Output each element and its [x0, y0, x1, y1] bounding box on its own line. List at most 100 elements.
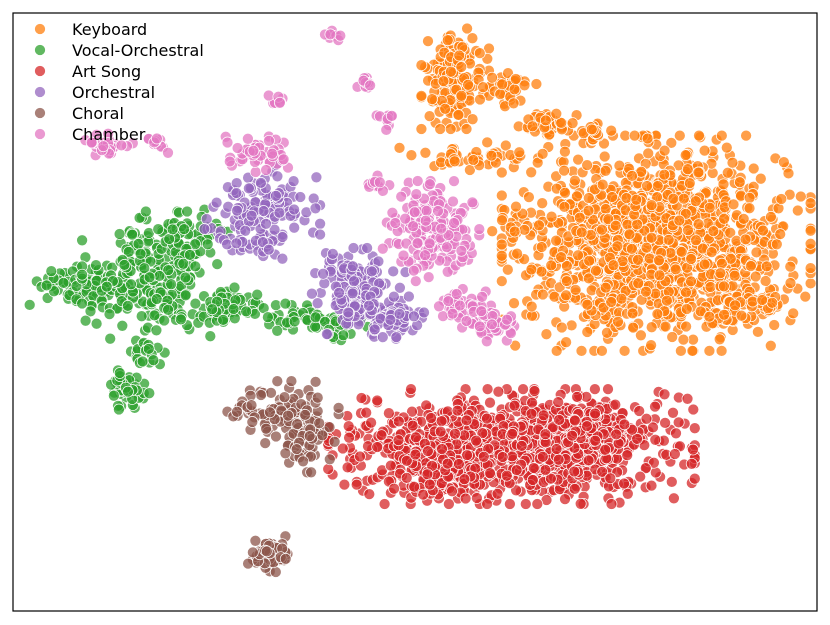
- point-keyboard: [525, 263, 538, 276]
- point-chamber: [424, 178, 436, 191]
- point-chamber: [447, 195, 459, 208]
- point-keyboard: [536, 148, 549, 160]
- point-choral: [278, 391, 291, 404]
- point-art-song: [649, 466, 662, 479]
- point-chamber: [385, 110, 398, 122]
- point-keyboard: [727, 198, 740, 211]
- point-chamber: [455, 244, 468, 257]
- point-orchestral: [326, 248, 339, 260]
- point-vocal-orchestral: [179, 289, 192, 302]
- point-keyboard: [746, 295, 759, 308]
- point-keyboard: [526, 120, 539, 133]
- point-keyboard: [419, 146, 432, 159]
- point-chamber: [419, 249, 431, 262]
- point-keyboard: [673, 129, 686, 142]
- legend-label-vocal-orchestral: Vocal-Orchestral: [72, 41, 204, 60]
- point-art-song: [371, 441, 384, 453]
- point-chamber: [410, 188, 423, 201]
- point-chamber: [408, 206, 421, 218]
- point-orchestral: [333, 286, 345, 299]
- point-art-song: [659, 417, 671, 429]
- point-choral: [311, 391, 324, 404]
- point-keyboard: [645, 321, 658, 334]
- point-orchestral: [294, 191, 307, 203]
- point-keyboard: [585, 284, 598, 297]
- point-orchestral: [363, 299, 375, 312]
- point-keyboard: [724, 252, 737, 265]
- point-chamber: [277, 153, 290, 166]
- point-orchestral: [257, 205, 270, 217]
- point-keyboard: [615, 292, 628, 305]
- point-chamber: [395, 190, 408, 203]
- point-art-song: [649, 400, 661, 413]
- point-keyboard: [596, 178, 609, 191]
- point-keyboard: [461, 22, 473, 35]
- point-keyboard: [698, 258, 711, 271]
- point-keyboard: [496, 214, 508, 227]
- point-vocal-orchestral: [108, 389, 120, 402]
- point-chamber: [446, 307, 459, 320]
- point-art-song: [350, 478, 363, 491]
- point-art-song: [589, 434, 602, 447]
- point-vocal-orchestral: [142, 343, 155, 355]
- point-keyboard: [572, 153, 584, 166]
- legend-item-vocal-orchestral: Vocal-Orchestral: [34, 41, 204, 60]
- point-orchestral: [307, 192, 320, 205]
- point-keyboard: [718, 280, 730, 293]
- point-keyboard: [560, 336, 572, 349]
- point-art-song: [525, 407, 538, 420]
- point-orchestral: [390, 331, 403, 343]
- point-keyboard: [784, 260, 797, 273]
- point-keyboard: [715, 129, 728, 142]
- point-choral: [249, 534, 262, 547]
- point-art-song: [405, 383, 417, 395]
- point-keyboard: [757, 224, 769, 237]
- point-art-song: [621, 487, 634, 500]
- point-art-song: [342, 420, 355, 433]
- point-vocal-orchestral: [178, 223, 190, 235]
- point-art-song: [491, 487, 504, 500]
- point-chamber: [409, 275, 422, 287]
- point-art-song: [471, 492, 483, 504]
- point-keyboard: [434, 123, 447, 135]
- legend-marker-art-song: [34, 65, 46, 77]
- point-orchestral: [321, 328, 333, 340]
- point-art-song: [365, 416, 377, 429]
- point-orchestral: [393, 307, 406, 320]
- point-chamber: [407, 220, 419, 233]
- point-keyboard: [661, 294, 673, 307]
- point-keyboard: [536, 197, 549, 210]
- point-keyboard: [623, 228, 636, 241]
- point-keyboard: [716, 257, 728, 270]
- point-choral: [305, 466, 317, 479]
- point-chamber: [486, 318, 498, 331]
- legend-marker-chamber: [34, 128, 46, 140]
- point-keyboard: [735, 309, 748, 322]
- point-art-song: [571, 391, 583, 403]
- point-art-song: [589, 407, 601, 420]
- point-art-song: [506, 428, 519, 440]
- point-keyboard: [794, 190, 807, 203]
- point-keyboard: [714, 267, 727, 280]
- point-keyboard: [640, 241, 653, 254]
- point-choral: [279, 553, 292, 565]
- point-art-song: [496, 451, 509, 463]
- point-keyboard: [540, 328, 553, 341]
- point-keyboard: [495, 249, 508, 262]
- point-art-song: [668, 492, 680, 505]
- point-keyboard: [720, 141, 733, 154]
- point-art-song: [443, 498, 455, 510]
- point-art-song: [515, 440, 528, 452]
- point-vocal-orchestral: [179, 271, 192, 284]
- point-vocal-orchestral: [90, 317, 103, 330]
- point-keyboard: [495, 166, 508, 179]
- point-keyboard: [752, 326, 764, 338]
- point-keyboard: [765, 211, 777, 223]
- point-keyboard: [611, 240, 624, 253]
- point-vocal-orchestral: [79, 314, 92, 327]
- point-choral: [297, 455, 309, 468]
- point-keyboard: [601, 326, 613, 339]
- point-orchestral: [230, 237, 243, 250]
- point-keyboard: [474, 93, 486, 106]
